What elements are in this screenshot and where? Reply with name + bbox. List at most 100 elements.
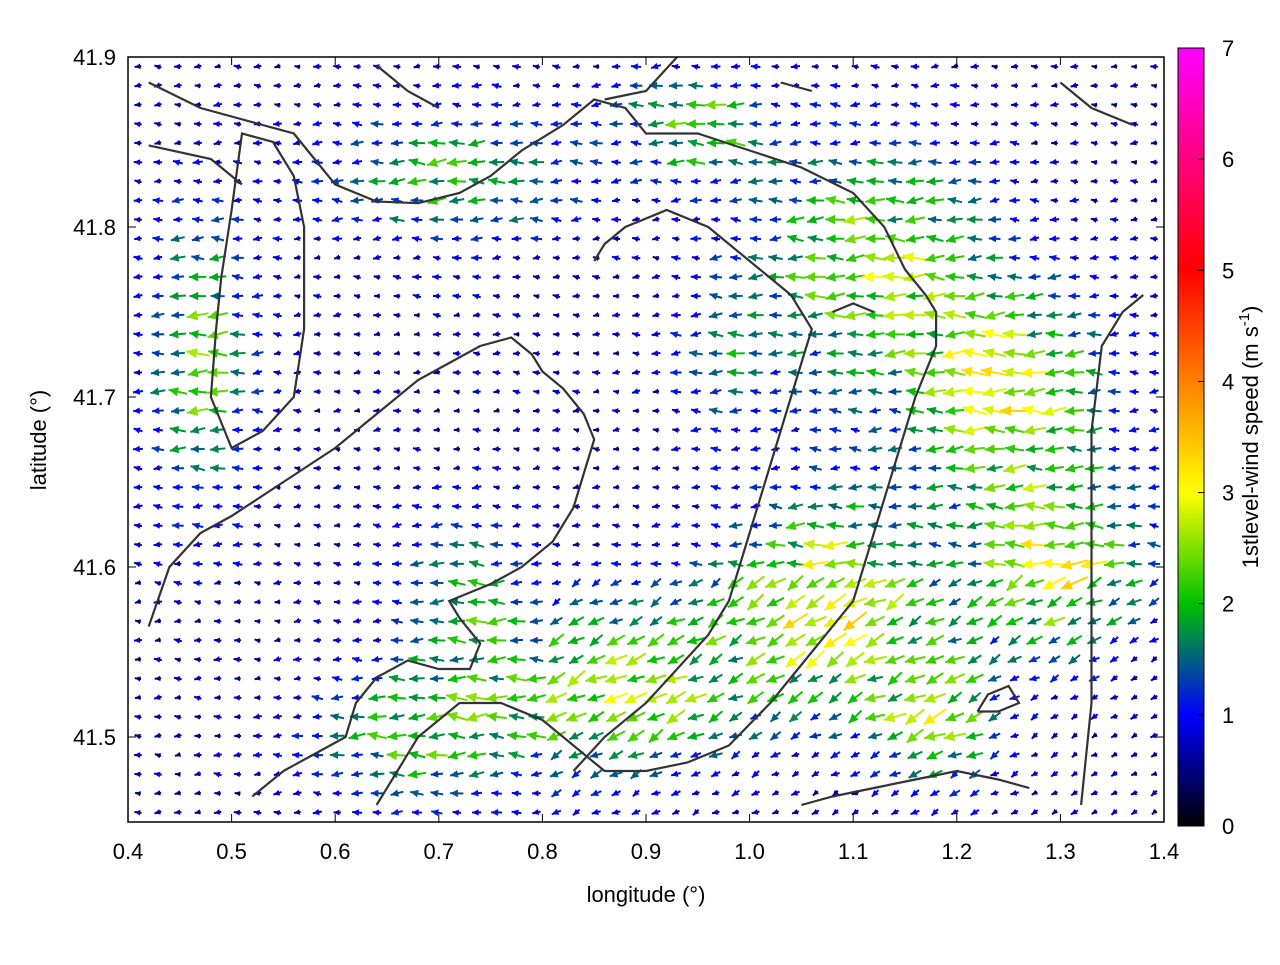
wind-vector [1128, 503, 1140, 510]
wind-vector [613, 427, 620, 432]
wind-vector [872, 809, 878, 814]
wind-vector [669, 139, 683, 147]
wind-vector [927, 559, 944, 567]
wind-vector [573, 64, 580, 70]
wind-vector [943, 387, 967, 397]
wind-vector [864, 578, 887, 588]
wind-vector [393, 408, 401, 414]
wind-vector [949, 598, 960, 605]
wind-vector [750, 426, 760, 432]
wind-vector [273, 198, 281, 204]
wind-vector [447, 177, 466, 186]
wind-vector [1011, 102, 1018, 108]
wind-vector [410, 598, 424, 606]
wind-vector [393, 275, 401, 281]
wind-vector [709, 350, 722, 358]
wind-vector [810, 732, 821, 739]
wind-vector [368, 712, 387, 721]
wind-vector [454, 312, 460, 317]
wind-vector [844, 598, 867, 608]
wind-vector [133, 446, 143, 452]
wind-vector [414, 313, 420, 318]
wind-vector [155, 581, 161, 586]
wind-vector [214, 772, 222, 778]
wind-vector [612, 332, 619, 338]
wind-vector [450, 216, 463, 223]
wind-vector [963, 425, 987, 435]
wind-vector [194, 695, 201, 701]
wind-vector [967, 215, 983, 223]
wind-vector [333, 64, 341, 70]
wind-vector [190, 426, 205, 434]
wind-vector [1129, 426, 1139, 432]
wind-vector [808, 235, 823, 243]
wind-vector [333, 637, 341, 643]
wind-vector [849, 711, 862, 724]
wind-vector [769, 139, 781, 146]
wind-vector [651, 63, 661, 69]
wind-vector [970, 101, 979, 107]
wind-vector [253, 255, 261, 261]
wind-vector [884, 291, 907, 301]
wind-vector [826, 234, 844, 243]
wind-vector [393, 541, 401, 547]
wind-vector [1111, 771, 1117, 777]
wind-vector [671, 389, 681, 396]
wind-vector [474, 408, 480, 413]
wind-vector [613, 465, 620, 470]
wind-vector [613, 446, 619, 451]
wind-vector [314, 83, 321, 88]
wind-vector [513, 274, 521, 280]
wind-vector [374, 275, 381, 280]
wind-vector [631, 63, 641, 70]
wind-vector [1150, 523, 1159, 529]
wind-vector [412, 504, 422, 510]
wind-vector [825, 196, 845, 205]
wind-vector [493, 504, 501, 510]
colorbar-tick-label: 2 [1222, 592, 1234, 617]
wind-vector [666, 692, 686, 704]
wind-vector [968, 560, 982, 568]
wind-vector [908, 560, 923, 568]
wind-vector [647, 712, 664, 720]
wind-vector [391, 809, 402, 816]
wind-vector [334, 810, 341, 816]
wind-vector [533, 64, 540, 70]
wind-vector [208, 330, 228, 339]
wind-vector [452, 64, 461, 70]
wind-vector [711, 578, 720, 587]
wind-vector [273, 370, 281, 376]
wind-vector [273, 236, 282, 242]
wind-vector [274, 676, 280, 681]
wind-vector [254, 63, 262, 69]
wind-vector [274, 103, 280, 108]
wind-vector [846, 502, 864, 511]
wind-vector [433, 313, 441, 319]
wind-vector [313, 714, 322, 720]
wind-vector [691, 408, 701, 414]
wind-vector [274, 350, 281, 355]
wind-vector [631, 140, 642, 147]
wind-vector [845, 234, 866, 244]
wind-vector [170, 292, 186, 300]
wind-vector [446, 712, 467, 722]
wind-vector [174, 733, 181, 739]
wind-vector [470, 216, 483, 223]
wind-vector [649, 729, 663, 742]
wind-vector [631, 542, 641, 548]
wind-vector [771, 751, 781, 757]
wind-vector [252, 331, 262, 338]
wind-vector [313, 120, 322, 126]
wind-vector [509, 215, 524, 223]
wind-vector [389, 675, 405, 683]
wind-vector [215, 733, 221, 738]
wind-vector [1111, 274, 1118, 280]
x-tick-label: 1.4 [1149, 839, 1180, 864]
wind-vector [885, 330, 904, 339]
wind-vector [274, 83, 281, 89]
wind-vector [253, 713, 261, 719]
wind-vector [511, 771, 522, 778]
wind-vector [394, 447, 400, 452]
wind-vector [531, 771, 542, 778]
wind-vector [231, 254, 243, 261]
